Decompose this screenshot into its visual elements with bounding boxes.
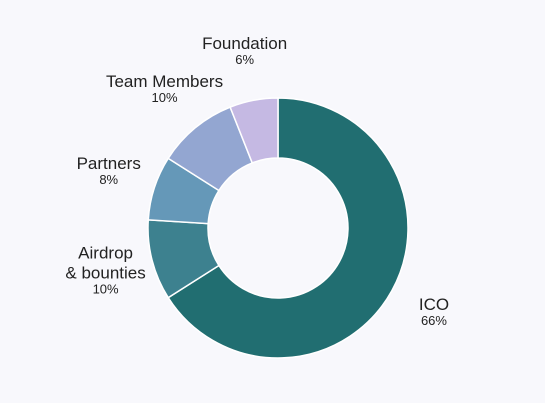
slice-value-partners: 8% [99, 172, 118, 187]
slices-group [147, 97, 409, 359]
slice-label-ico: ICO [419, 295, 449, 314]
slice-label-airdrop-bounties-line-1: Airdrop [78, 243, 133, 262]
slice-label-partners: Partners [77, 154, 141, 173]
slice-value-foundation: 6% [235, 52, 254, 67]
slice-ico [167, 97, 409, 359]
slice-label-airdrop-bounties-line-2: & bounties [65, 263, 145, 282]
slice-value-ico: 66% [421, 313, 447, 328]
slice-label-team-members: Team Members [106, 72, 223, 91]
slice-value-airdrop-bounties: 10% [93, 281, 119, 296]
slice-foundation [229, 97, 279, 164]
slice-value-team-members: 10% [152, 90, 178, 105]
slice-label-foundation: Foundation [202, 34, 287, 53]
